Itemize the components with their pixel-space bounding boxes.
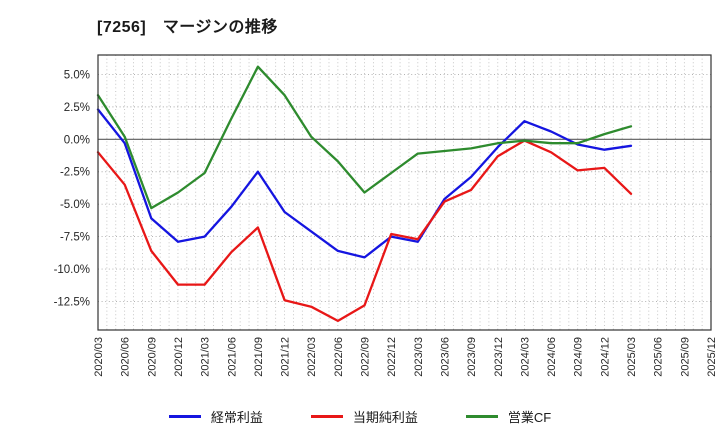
x-tick-label: 2025/09	[679, 337, 691, 377]
x-tick-label: 2025/03	[626, 337, 638, 377]
x-tick-label: 2022/12	[386, 337, 398, 377]
y-tick-label: -7.5%	[60, 232, 90, 244]
series-line-1	[96, 139, 633, 323]
x-tick-label: 2020/03	[93, 337, 105, 377]
legend-item-operating-cf: 営業CF	[465, 407, 552, 426]
x-tick-label: 2023/03	[413, 337, 425, 377]
x-tick-label: 2023/12	[493, 337, 505, 377]
y-tick-label: 2.5%	[64, 102, 90, 114]
x-tick-label: 2023/06	[439, 337, 451, 377]
x-tick-label: 2020/12	[173, 337, 185, 377]
x-tick-label: 2023/09	[466, 337, 478, 377]
x-tick-label: 2022/03	[306, 337, 318, 377]
chart-title: [7256] マージンの推移	[97, 19, 278, 36]
legend-line-net-income	[310, 415, 343, 418]
x-tick-label: 2021/12	[280, 337, 292, 377]
x-tick-labels: 2020/03 2020/06 2020/09 2020/12 2021/03 2021/…	[93, 337, 718, 377]
x-tick-label: 2024/03	[519, 337, 531, 377]
x-tick-label: 2022/06	[333, 337, 345, 377]
x-tick-label: 2022/09	[360, 337, 372, 377]
y-tick-label: 0.0%	[64, 134, 90, 146]
y-tick-label: -10.0%	[54, 264, 90, 276]
legend-label-ordinary-profit: 経常利益	[210, 410, 263, 425]
x-tick-label: 2020/06	[120, 337, 132, 377]
x-tick-label: 2020/09	[146, 337, 158, 377]
margin-trend-chart: 5.0% 2.5% 0.0% -2.5% -5.0% -7.5% -10.0% -12.5% 2…	[54, 54, 718, 377]
x-tick-label: 2025/06	[653, 337, 665, 377]
legend-item-ordinary-profit: 経常利益	[168, 407, 263, 426]
x-tick-label: 2024/09	[573, 337, 585, 377]
x-tick-label: 2024/06	[546, 337, 558, 377]
x-tick-label: 2021/09	[253, 337, 265, 377]
x-tick-label: 2025/12	[706, 337, 718, 377]
y-tick-label: -12.5%	[54, 296, 90, 308]
series-line-2	[96, 65, 633, 210]
legend-label-net-income: 当期純利益	[352, 410, 418, 425]
legend-line-operating-cf	[465, 415, 498, 418]
legend-item-net-income: 当期純利益	[310, 407, 418, 426]
legend-label-operating-cf: 営業CF	[507, 410, 552, 425]
plot-frame	[97, 54, 712, 331]
plot-area	[98, 55, 711, 330]
y-tick-labels: 5.0% 2.5% 0.0% -2.5% -5.0% -7.5% -10.0% -12.5%	[54, 69, 90, 308]
x-tick-label: 2024/12	[599, 337, 611, 377]
y-tick-label: 5.0%	[64, 69, 90, 81]
y-tick-label: -2.5%	[60, 167, 90, 179]
y-tick-label: -5.0%	[60, 199, 90, 211]
series-line-0	[96, 108, 633, 259]
chart-legend: 経常利益 当期純利益 営業CF	[0, 407, 720, 426]
x-tick-label: 2021/06	[226, 337, 238, 377]
x-tick-label: 2021/03	[200, 337, 212, 377]
legend-line-ordinary-profit	[168, 415, 201, 418]
